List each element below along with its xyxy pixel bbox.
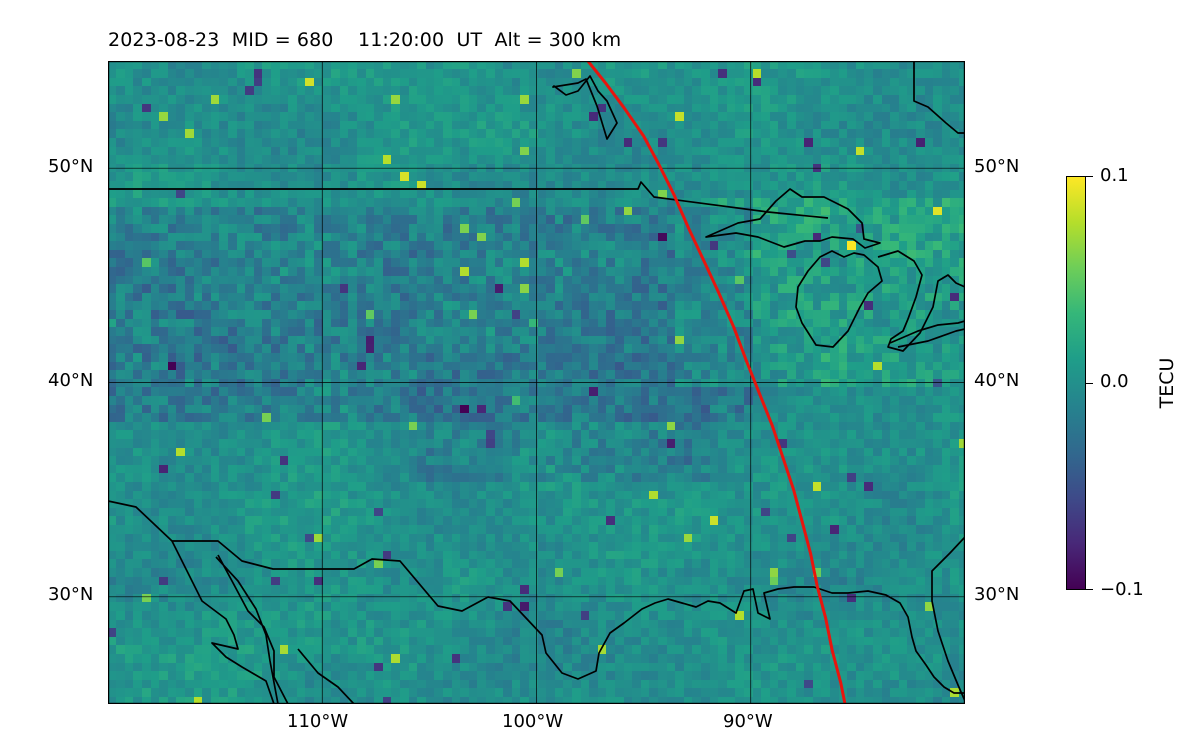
lat-tick-40n-left: 40°N xyxy=(48,370,94,391)
lon-tick-100w: 100°W xyxy=(502,711,564,732)
baja-california xyxy=(171,540,275,704)
lon-tick-110w: 110°W xyxy=(287,711,349,732)
map-area xyxy=(108,61,965,704)
us-canada-border xyxy=(108,181,829,219)
lake-michigan xyxy=(795,250,883,348)
colorbar xyxy=(1066,176,1086,590)
map-frame xyxy=(108,61,965,704)
lat-tick-30n-right: 30°N xyxy=(974,584,1020,605)
lon-tick-90w: 90°W xyxy=(723,711,773,732)
gridlines xyxy=(108,61,965,704)
lat-tick-50n-right: 50°N xyxy=(974,156,1020,177)
map-title: 2023-08-23 MID = 680 11:20:00 UT Alt = 3… xyxy=(108,29,622,51)
lake-superior xyxy=(705,188,881,249)
colorbar-title: TECU xyxy=(1156,357,1178,409)
colorbar-label-zero: 0.0 xyxy=(1100,371,1129,392)
lat-tick-40n-right: 40°N xyxy=(974,370,1020,391)
colorbar-label-min: −0.1 xyxy=(1100,579,1144,600)
hudson-bay-shore xyxy=(913,61,965,134)
satellite-track xyxy=(586,61,847,704)
map-overlay xyxy=(108,61,965,704)
us-mexico-border xyxy=(108,500,965,694)
coastlines-borders xyxy=(108,61,965,704)
lake-erie xyxy=(889,320,965,348)
colorbar-label-max: 0.1 xyxy=(1100,165,1129,186)
colorbar-tick-mid xyxy=(1086,383,1093,384)
florida-coast xyxy=(931,536,965,702)
colorbar-tick-bottom xyxy=(1086,589,1093,590)
canada-shoreline xyxy=(552,75,618,140)
lake-huron xyxy=(877,250,965,352)
baja-peninsula xyxy=(215,554,289,704)
gulf-of-california xyxy=(297,648,355,704)
colorbar-tick-top xyxy=(1086,176,1093,177)
lat-tick-50n-left: 50°N xyxy=(48,156,94,177)
lat-tick-30n-left: 30°N xyxy=(48,584,94,605)
